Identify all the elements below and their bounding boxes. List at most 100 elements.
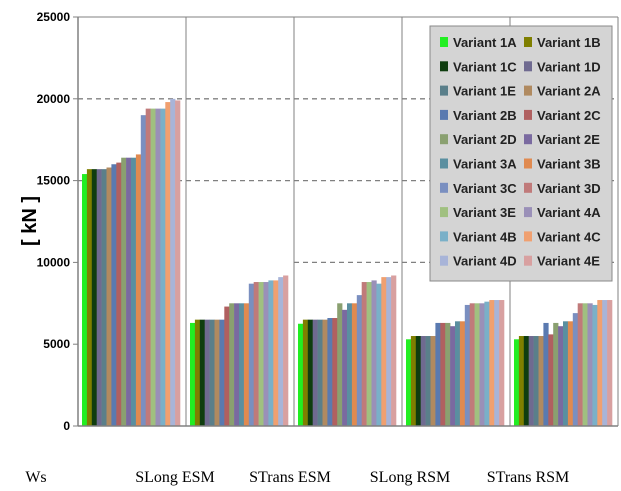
bar (248, 283, 254, 426)
bar (263, 282, 269, 426)
bar (145, 108, 151, 427)
bars (82, 98, 613, 427)
bar (140, 115, 146, 426)
legend-swatch (524, 182, 532, 193)
bar (106, 167, 112, 426)
bar (425, 336, 431, 426)
legend-swatch (524, 134, 532, 145)
bar (239, 303, 245, 426)
legend-label: Variant 2C (537, 108, 601, 123)
bar (381, 277, 387, 426)
y-tick-label: 15000 (37, 174, 71, 188)
legend-label: Variant 3C (453, 181, 517, 196)
legend-box (429, 25, 613, 282)
bar (514, 339, 520, 426)
legend-swatch (440, 61, 448, 72)
bar (116, 162, 122, 426)
bar (91, 169, 97, 426)
bar (484, 301, 490, 426)
bar (175, 100, 181, 426)
y-tick-label: 10000 (37, 255, 71, 269)
bar (258, 282, 264, 426)
category-labels: Ws SLong ESM STrans ESM SLong RSM STrans RSM (25, 469, 569, 486)
category-label: STrans RSM (487, 469, 570, 486)
legend-label: Variant 2B (453, 108, 517, 123)
legend-swatch (440, 158, 448, 169)
bar (307, 319, 313, 426)
bar (410, 336, 417, 426)
bar (150, 108, 156, 427)
bar (131, 157, 137, 426)
legend-swatch (524, 109, 532, 120)
bar (582, 303, 588, 426)
legend-swatch (440, 207, 448, 218)
bar (312, 319, 318, 426)
bar (455, 321, 461, 426)
legend-swatch (440, 182, 448, 193)
bar (489, 300, 495, 426)
bar (351, 303, 358, 426)
bar (361, 282, 367, 426)
bar (121, 157, 127, 426)
bar (543, 322, 549, 426)
legend-swatch (524, 158, 532, 169)
bar (420, 336, 426, 426)
y-tick-label: 20000 (37, 92, 71, 106)
bar (558, 326, 564, 426)
bar (268, 280, 274, 426)
bar (450, 326, 456, 426)
legend-swatch (440, 37, 448, 47)
bar (435, 322, 441, 426)
bar (553, 322, 559, 426)
bar (170, 98, 176, 427)
bar (224, 306, 230, 426)
bar (229, 303, 235, 426)
bar (548, 334, 554, 426)
bar (347, 303, 353, 426)
bar (356, 295, 362, 426)
bar (592, 304, 598, 426)
bar (273, 280, 279, 426)
bar (135, 154, 142, 427)
bar (160, 108, 166, 427)
legend-swatch (440, 255, 448, 266)
legend-label: Variant 3A (453, 157, 517, 172)
legend-label: Variant 2A (537, 84, 601, 99)
bar (96, 169, 102, 426)
bar (101, 169, 107, 426)
bar (243, 303, 250, 426)
bar (253, 282, 259, 426)
category-label: SLong RSM (370, 469, 450, 486)
bar (415, 336, 421, 426)
bar (563, 321, 569, 426)
bar (155, 108, 161, 427)
bar (327, 318, 333, 426)
legend-label: Variant 3B (537, 157, 601, 172)
legend-swatch (524, 207, 532, 218)
bar (577, 303, 583, 426)
legend-swatch (524, 85, 532, 96)
bar (111, 164, 117, 427)
legend-label: Variant 1B (537, 35, 601, 50)
y-tick-label: 5000 (43, 337, 70, 351)
bar (199, 319, 205, 426)
legend-label: Variant 3D (537, 181, 601, 196)
bar (165, 102, 171, 426)
legend-swatch (440, 134, 448, 145)
bar (459, 321, 466, 426)
bar (82, 174, 88, 426)
bar (430, 336, 436, 426)
bar (386, 277, 392, 426)
bar (597, 300, 603, 426)
axes (77, 16, 619, 427)
legend-swatch (440, 109, 448, 120)
bar (342, 309, 348, 426)
bar (194, 319, 201, 426)
legend-swatch (524, 231, 532, 242)
bar (214, 319, 220, 426)
bar (337, 303, 343, 426)
legend-label: Variant 1A (453, 35, 517, 50)
bar (440, 322, 446, 426)
bar (190, 322, 196, 426)
bar (567, 321, 574, 426)
